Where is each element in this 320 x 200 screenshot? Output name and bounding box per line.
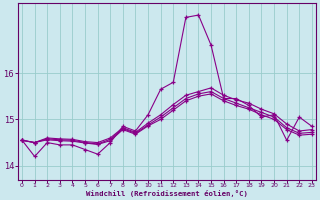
X-axis label: Windchill (Refroidissement éolien,°C): Windchill (Refroidissement éolien,°C) bbox=[86, 190, 248, 197]
